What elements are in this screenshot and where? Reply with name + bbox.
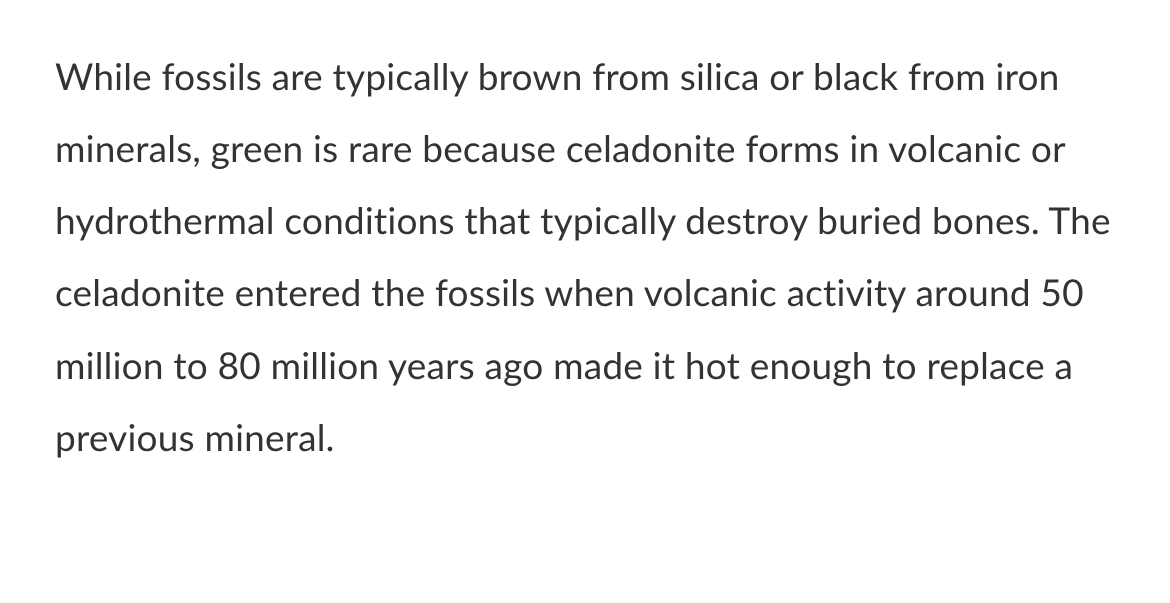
article-paragraph: While fossils are typically brown from s… [55,40,1120,473]
